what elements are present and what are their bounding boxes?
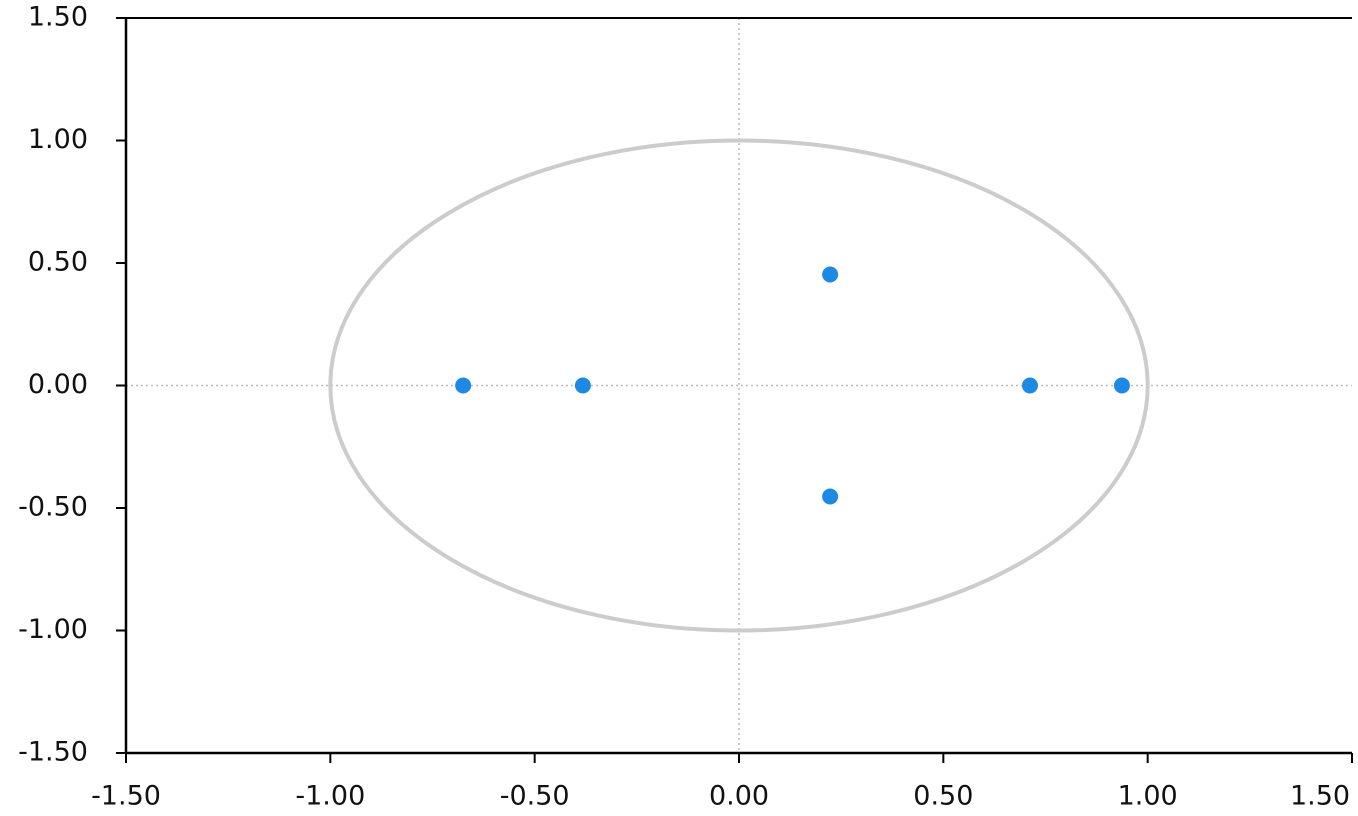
- point: [1113, 377, 1130, 394]
- point: [574, 377, 591, 394]
- x-tick-label: 0.00: [709, 781, 769, 812]
- point: [455, 377, 472, 394]
- x-tick-label: 1.50: [1290, 781, 1350, 812]
- x-tick-label: 0.50: [913, 781, 973, 812]
- point: [822, 488, 839, 505]
- point: [822, 266, 839, 283]
- y-tick-label: 0.00: [28, 369, 88, 400]
- point: [1021, 377, 1038, 394]
- y-tick-label: 1.00: [28, 124, 88, 155]
- x-tick-label: -0.50: [500, 781, 570, 812]
- reference-circle: [328, 138, 1150, 633]
- y-tick-label: -1.00: [18, 614, 88, 645]
- x-tick-label: -1.50: [91, 781, 161, 812]
- y-tick-label: 1.50: [28, 2, 88, 33]
- y-tick-label: -0.50: [18, 492, 88, 523]
- x-tick-label: -1.00: [295, 781, 365, 812]
- x-tick-label: 1.00: [1118, 781, 1178, 812]
- y-tick-label: -1.50: [18, 737, 88, 768]
- y-tick-label: 0.50: [28, 247, 88, 278]
